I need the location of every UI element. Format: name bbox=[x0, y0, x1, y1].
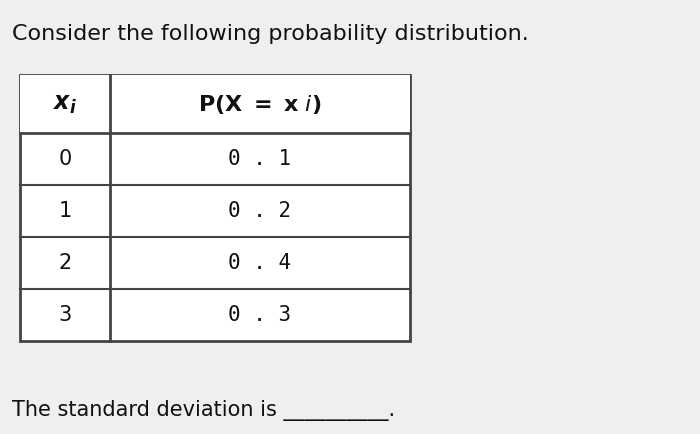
Text: The standard deviation is __________.: The standard deviation is __________. bbox=[12, 400, 395, 421]
Text: Consider the following probability distribution.: Consider the following probability distr… bbox=[12, 24, 528, 44]
Bar bbox=[20, 75, 410, 341]
Text: 1: 1 bbox=[58, 201, 71, 221]
Bar bbox=[20, 75, 410, 133]
Text: 0 . 3: 0 . 3 bbox=[228, 305, 292, 325]
Text: 0 . 2: 0 . 2 bbox=[228, 201, 292, 221]
Text: $\mathbf{P(X\ =\ x\ \mathit{i})}$: $\mathbf{P(X\ =\ x\ \mathit{i})}$ bbox=[198, 92, 322, 115]
Text: 2: 2 bbox=[58, 253, 71, 273]
Text: 0 . 4: 0 . 4 bbox=[228, 253, 292, 273]
Text: 0 . 1: 0 . 1 bbox=[228, 149, 292, 169]
Text: 3: 3 bbox=[58, 305, 71, 325]
Text: 0: 0 bbox=[58, 149, 71, 169]
Text: $\bfit{x}_{\bfit{i}}$: $\bfit{x}_{\bfit{i}}$ bbox=[53, 92, 77, 116]
